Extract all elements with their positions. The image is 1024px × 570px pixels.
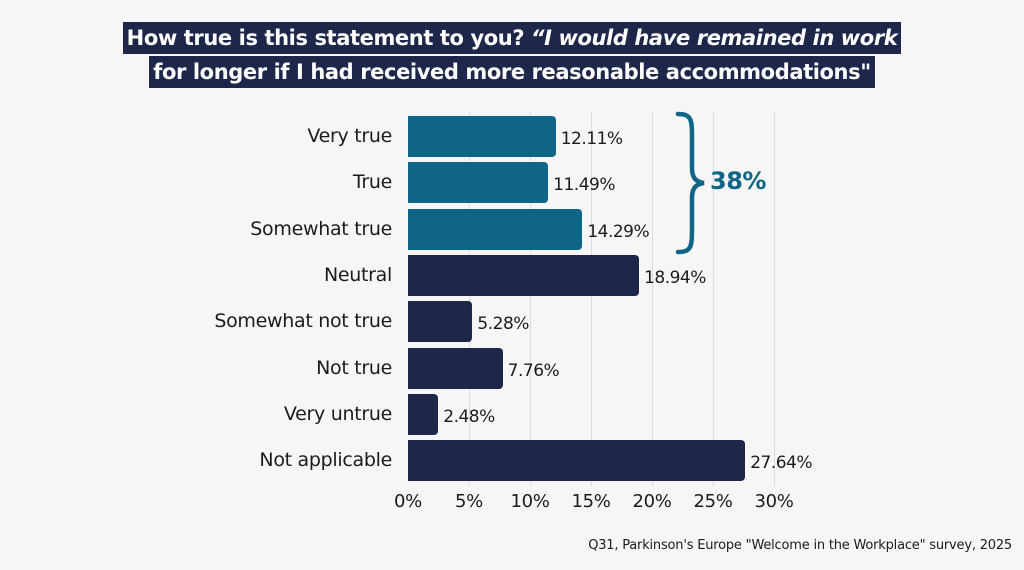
title-line-2: for longer if I had received more reason… [149, 56, 875, 88]
value-label: 11.49% [553, 175, 615, 196]
category-label: Very untrue [283, 402, 392, 425]
value-label: 18.94% [644, 267, 706, 288]
value-label: 2.48% [443, 406, 495, 427]
category-label: True [352, 171, 392, 194]
category-label: Not true [316, 356, 392, 379]
x-axis-tick: 10% [510, 491, 550, 512]
x-axis-tick: 0% [394, 491, 422, 512]
source-note: Q31, Parkinson's Europe "Welcome in the … [588, 538, 1012, 553]
combined-true-percentage: 38% [710, 167, 766, 195]
gridline [774, 112, 775, 486]
gridline [530, 112, 531, 486]
category-label: Very true [307, 125, 392, 147]
category-label: Somewhat not true [214, 310, 392, 333]
x-axis-tick: 15% [571, 491, 611, 512]
value-label: 14.29% [587, 221, 650, 242]
bar [408, 254, 640, 296]
bar [408, 393, 439, 435]
gridline [591, 112, 592, 486]
bar [408, 162, 549, 204]
bar [408, 208, 583, 250]
x-axis-tick: 25% [693, 491, 733, 512]
value-label: 5.28% [477, 314, 529, 335]
x-axis-tick: 30% [754, 491, 794, 512]
value-label: 7.76% [507, 360, 560, 381]
title-quote-part-1: “I would have remained in work [531, 26, 898, 50]
category-label: Not applicable [259, 449, 392, 472]
curly-brace-icon [675, 111, 705, 255]
bar [408, 440, 746, 482]
title-line-1: How true is this statement to you? “I wo… [122, 22, 902, 54]
gridline [469, 112, 470, 486]
value-label: 27.64% [750, 453, 813, 474]
gridline [652, 112, 653, 486]
gridline [713, 112, 714, 486]
x-axis-tick: 20% [632, 491, 672, 512]
title-question: How true is this statement to you? [126, 26, 532, 50]
bar [408, 116, 556, 157]
category-label: Neutral [323, 263, 392, 286]
x-axis-tick: 5% [455, 491, 483, 512]
bar [408, 347, 503, 389]
value-label: 12.11% [560, 129, 623, 149]
category-label: Somewhat true [250, 217, 392, 240]
bar [408, 301, 473, 343]
chart-title: How true is this statement to you? “I wo… [0, 22, 1024, 88]
